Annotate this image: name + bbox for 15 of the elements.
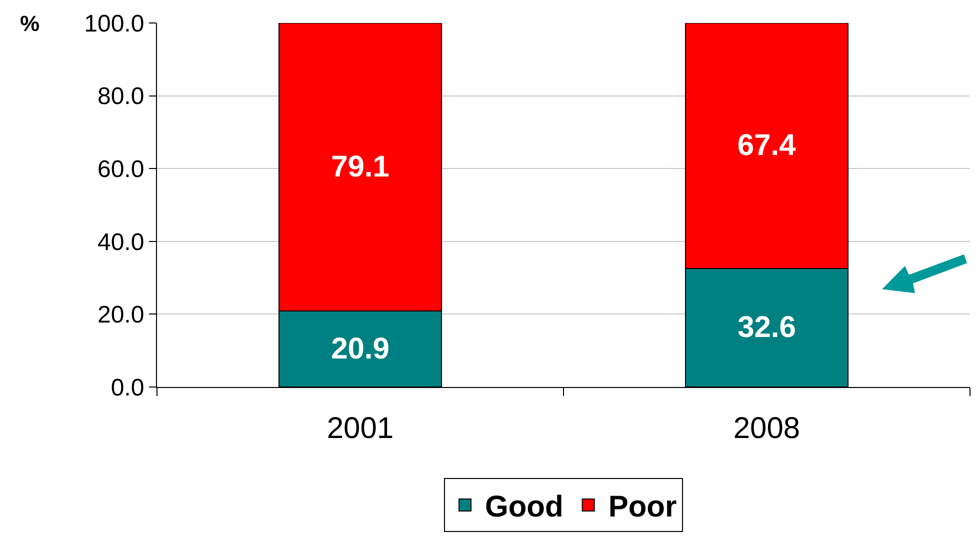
y-tick-label: 20.0 bbox=[97, 302, 144, 329]
x-tick-label: 2008 bbox=[733, 412, 800, 445]
y-tick-label: 40.0 bbox=[97, 228, 144, 256]
y-tick-label: 60.0 bbox=[97, 156, 144, 183]
y-tick-label: 80.0 bbox=[97, 83, 144, 110]
data-label: 32.6 bbox=[738, 311, 796, 344]
y-axis-title: % bbox=[20, 11, 40, 36]
legend-label: Good bbox=[485, 490, 564, 524]
legend-label: Poor bbox=[608, 490, 677, 524]
data-label: 79.1 bbox=[331, 150, 390, 184]
data-label: 67.4 bbox=[737, 129, 796, 162]
data-label: 20.9 bbox=[331, 332, 390, 366]
y-tick-label: 100.0 bbox=[84, 10, 144, 38]
x-tick-label: 2001 bbox=[326, 412, 394, 445]
y-tick-label: 0.0 bbox=[110, 374, 144, 402]
